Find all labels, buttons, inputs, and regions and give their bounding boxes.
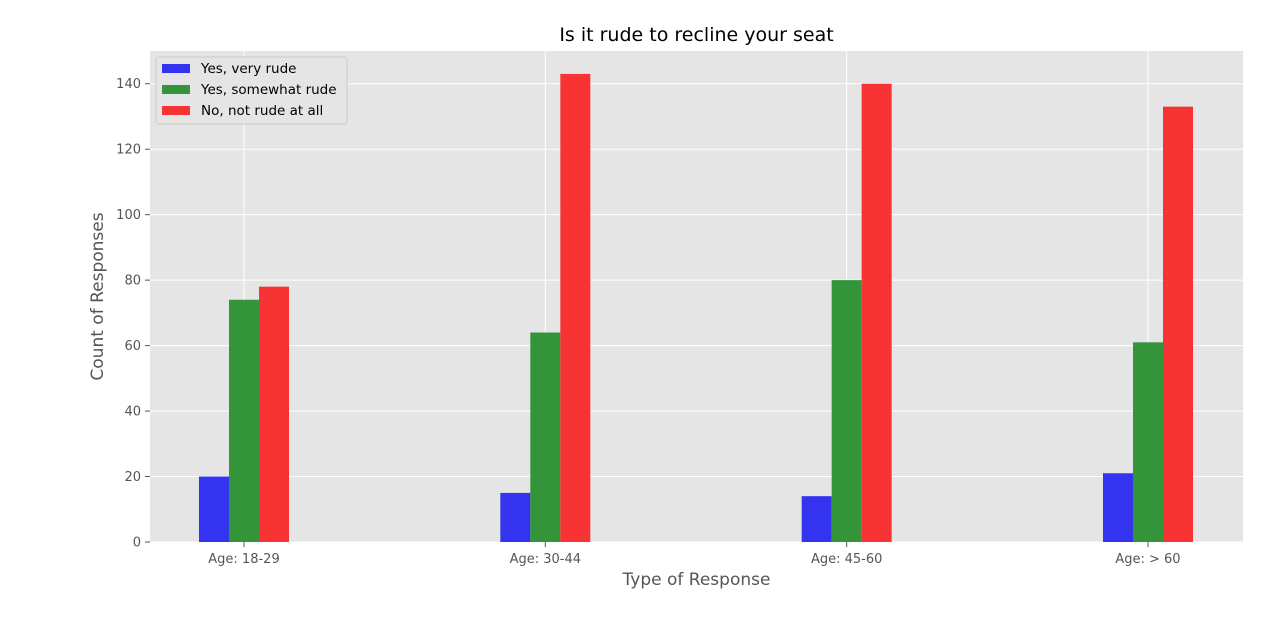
x-axis-label: Type of Response bbox=[622, 570, 771, 590]
y-tick-label: 100 bbox=[116, 208, 141, 223]
y-tick-label: 40 bbox=[124, 405, 141, 420]
y-tick-label: 20 bbox=[124, 470, 141, 485]
y-tick-label: 120 bbox=[116, 143, 141, 158]
legend-box bbox=[155, 56, 348, 125]
bar bbox=[1132, 342, 1163, 542]
legend: Yes, very rude Yes, somewhat rude No, not … bbox=[155, 56, 348, 125]
legend-label: No, not rude at all bbox=[201, 103, 323, 119]
legend-label: Yes, very rude bbox=[200, 61, 296, 77]
y-tick-label: 60 bbox=[124, 339, 141, 354]
legend-swatch bbox=[162, 64, 190, 73]
legend-label: Yes, somewhat rude bbox=[200, 82, 337, 98]
bar bbox=[1162, 106, 1193, 542]
legend-swatch bbox=[162, 106, 190, 115]
bar bbox=[861, 83, 892, 542]
x-axis-ticks: Age: 18-29 Age: 30-44 Age: 45-60 Age: > 60 bbox=[208, 542, 1181, 567]
bar bbox=[530, 332, 561, 542]
y-axis-label: Count of Responses bbox=[88, 212, 108, 380]
bar bbox=[259, 286, 289, 542]
x-tick-label: Age: > 60 bbox=[1115, 552, 1180, 567]
bar bbox=[229, 299, 259, 542]
bar bbox=[199, 476, 229, 542]
x-tick-label: Age: 18-29 bbox=[208, 552, 279, 567]
bar bbox=[560, 73, 591, 542]
legend-swatch bbox=[162, 85, 190, 94]
bars bbox=[199, 73, 1193, 542]
x-tick-label: Age: 45-60 bbox=[811, 552, 882, 567]
plot-area bbox=[150, 51, 1243, 542]
chart-title: Is it rude to recline your seat bbox=[559, 24, 833, 46]
bar bbox=[801, 496, 832, 542]
y-tick-label: 0 bbox=[133, 536, 141, 551]
x-tick-label: Age: 30-44 bbox=[510, 552, 581, 567]
bar bbox=[500, 492, 531, 542]
y-axis-ticks: 0 20 40 60 80 100 120 140 bbox=[116, 77, 150, 551]
bar bbox=[1102, 473, 1133, 542]
y-tick-label: 80 bbox=[124, 274, 141, 289]
y-tick-label: 140 bbox=[116, 77, 141, 92]
bar bbox=[831, 280, 862, 542]
grid-lines bbox=[150, 51, 1243, 543]
